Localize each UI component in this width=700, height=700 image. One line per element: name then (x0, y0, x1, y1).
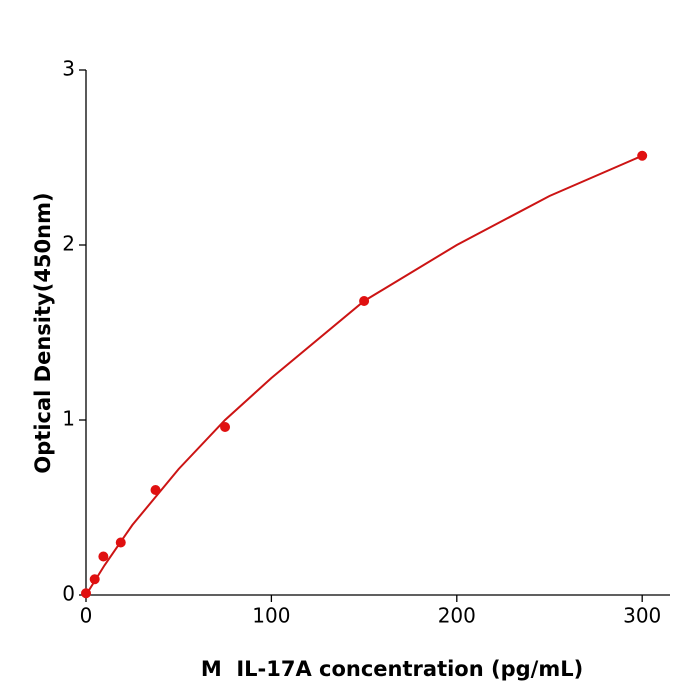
x-tick-label: 0 (80, 604, 93, 628)
data-point (220, 422, 231, 432)
x-tick-label: 300 (623, 604, 661, 628)
x-axis-title: M IL-17A concentration (pg/mL) (201, 657, 583, 681)
y-tick-label: 1 (62, 407, 75, 431)
x-tick-label: 200 (438, 604, 476, 628)
data-point (359, 296, 370, 306)
y-tick-label: 3 (62, 57, 75, 81)
data-point (150, 485, 161, 495)
data-point (98, 551, 109, 562)
data-point (89, 574, 100, 585)
data-point (115, 537, 126, 548)
y-tick-label: 0 (62, 582, 75, 606)
y-tick-label: 2 (62, 232, 75, 256)
data-point (81, 588, 91, 599)
fit-curve (85, 154, 643, 596)
y-axis-title: Optical Density(450nm) (31, 192, 55, 473)
data-point (637, 150, 648, 161)
x-tick-label: 100 (252, 604, 290, 628)
